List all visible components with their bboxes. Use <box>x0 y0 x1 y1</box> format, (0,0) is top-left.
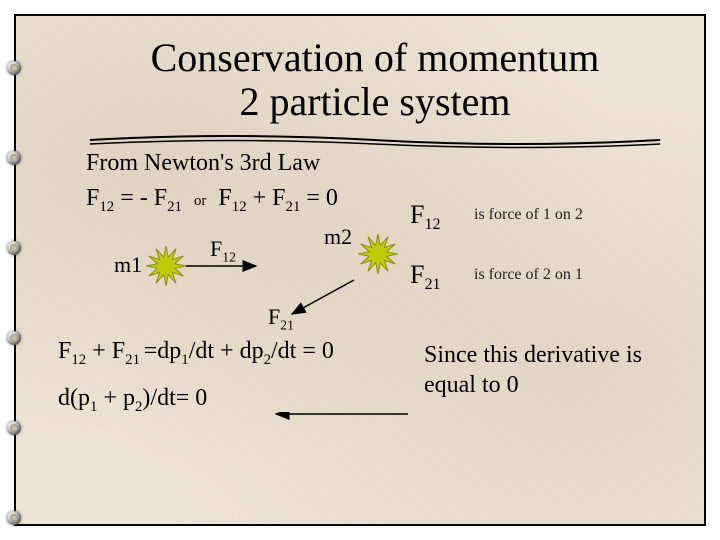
eq-or: or <box>188 193 212 209</box>
legend-f21-symbol: F21 <box>410 260 462 294</box>
binder-ring-icon <box>7 151 21 165</box>
title-underline <box>86 130 664 140</box>
particle-m2-icon <box>358 234 398 274</box>
m2-label: m2 <box>324 224 352 250</box>
derivation-eq-2: d(p1 + p2)/dt= 0 <box>58 385 334 416</box>
binder-ring-icon <box>7 241 21 255</box>
title-line-2: 2 particle system <box>239 79 510 124</box>
legend-f12-symbol: F12 <box>410 200 462 234</box>
force-diagram: m1 m2 F12 F21 <box>96 220 456 330</box>
binder-ring-icon <box>7 331 21 345</box>
eq-left: F12 = - F21 <box>86 185 182 211</box>
explanation-text: Since this derivative is equal to 0 <box>424 340 674 400</box>
legend-f21-desc: is force of 2 on 1 <box>474 260 583 284</box>
title-line-1: Conservation of momentum <box>151 35 600 80</box>
f12-label: F12 <box>210 236 236 265</box>
explanation-arrow-icon <box>270 412 410 442</box>
binder-ring-icon <box>7 421 21 435</box>
slide-title: Conservation of momentum 2 particle syst… <box>86 36 664 124</box>
f21-label: F21 <box>268 304 294 333</box>
newton-law-line: From Newton's 3rd Law <box>86 150 664 177</box>
binder-ring-icon <box>7 511 21 525</box>
m1-label: m1 <box>114 252 142 278</box>
eq-right: F12 + F21 = 0 <box>218 185 338 211</box>
derivation-eq-1: F12 + F21 =dp1/dt + dp2/dt = 0 <box>58 338 334 369</box>
binder-ring-icon <box>7 61 21 75</box>
particle-m1-icon <box>146 246 186 286</box>
force-legend: F12 is force of 1 on 2 F21 is force of 2… <box>410 200 680 320</box>
legend-f12-desc: is force of 1 on 2 <box>474 200 583 224</box>
